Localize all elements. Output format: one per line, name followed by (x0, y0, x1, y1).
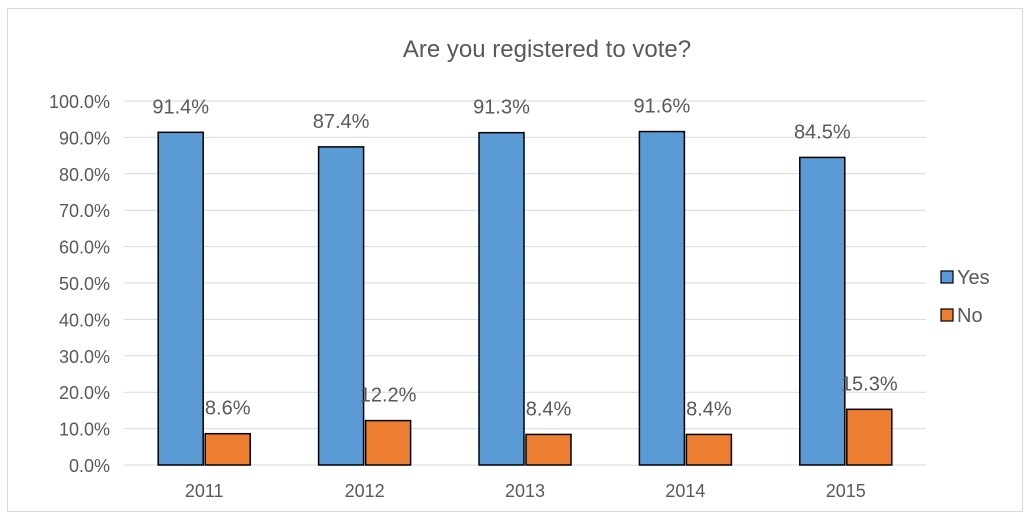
data-label-no-2014: 8.4% (686, 398, 732, 420)
data-label-no-2011: 8.6% (205, 398, 251, 420)
y-tick-label: 50.0% (59, 274, 110, 294)
bar-yes-2011 (157, 131, 204, 466)
bar-yes-2013 (478, 131, 525, 466)
y-tick-label: 40.0% (59, 310, 110, 330)
bars (157, 130, 893, 466)
y-tick-label: 60.0% (59, 238, 110, 258)
x-category-label: 2013 (505, 481, 545, 501)
bar-no-2013 (525, 433, 572, 466)
data-label-yes-2013: 91.3% (473, 97, 530, 119)
x-category-label: 2012 (345, 481, 385, 501)
data-label-no-2013: 8.4% (526, 398, 572, 420)
data-label-yes-2011: 91.4% (152, 96, 209, 118)
data-label-yes-2012: 87.4% (313, 111, 370, 133)
legend-label-no: No (957, 305, 983, 327)
bar-yes-2012 (317, 146, 365, 466)
y-tick-label: 20.0% (59, 383, 110, 403)
y-tick-label: 90.0% (59, 128, 110, 148)
y-axis-ticks: 0.0% 10.0% 20.0% 30.0% 40.0% 50.0% 60.0% 70.0% 8… (49, 92, 110, 476)
legend: Yes No (940, 267, 990, 327)
bar-yes-2014 (638, 130, 686, 466)
data-label-yes-2015: 84.5% (794, 121, 851, 143)
bar-no-2015 (846, 408, 893, 466)
y-tick-label: 80.0% (59, 165, 110, 185)
bar-no-2012 (364, 419, 412, 466)
chart-frame: Are you registered to vote? 0.0% 10.0% 20.… (7, 8, 1023, 512)
data-label-no-2015: 15.3% (841, 373, 898, 395)
data-label-yes-2014: 91.6% (634, 96, 691, 118)
x-axis-categories: 2011 2012 2013 2014 2015 (185, 481, 866, 501)
legend-swatch-no (940, 308, 954, 322)
bar-no-2011 (204, 432, 251, 466)
y-tick-label: 100.0% (49, 92, 110, 112)
chart-title: Are you registered to vote? (403, 36, 691, 63)
data-labels: 91.4% 8.6% 87.4% 12.2% 91.3% 8.4% 91.6% 8.4% 84.… (152, 96, 898, 421)
y-tick-label: 70.0% (59, 201, 110, 221)
y-tick-label: 30.0% (59, 347, 110, 367)
bar-yes-2015 (799, 156, 846, 466)
y-tick-label: 0.0% (69, 456, 110, 476)
x-category-label: 2015 (826, 481, 866, 501)
bar-chart: Are you registered to vote? 0.0% 10.0% 20.… (49, 36, 990, 501)
grid-lines (124, 100, 926, 466)
legend-swatch-yes (940, 270, 954, 284)
x-category-label: 2011 (185, 481, 224, 501)
x-category-label: 2014 (665, 481, 705, 501)
data-label-no-2012: 12.2% (360, 385, 417, 407)
bar-no-2014 (685, 433, 733, 466)
y-tick-label: 10.0% (59, 420, 110, 440)
legend-label-yes: Yes (957, 267, 990, 289)
